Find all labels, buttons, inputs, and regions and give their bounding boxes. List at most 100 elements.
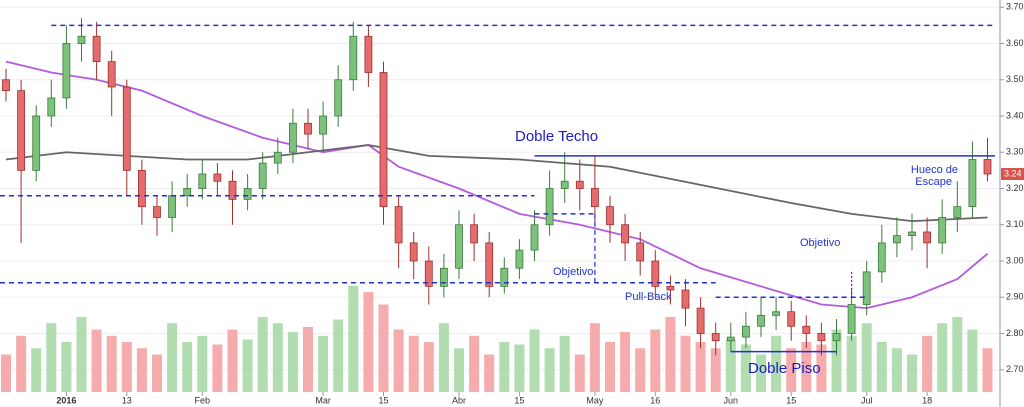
volume-bar <box>922 335 933 392</box>
candle-body <box>288 122 297 153</box>
candle-body <box>515 249 524 269</box>
annotation: Pull-Back <box>625 291 672 303</box>
annotation: Escape <box>915 176 952 188</box>
candle-body <box>938 217 947 244</box>
candle-body <box>349 35 358 81</box>
candle-body <box>439 267 448 287</box>
candle-body <box>32 115 41 171</box>
volume-bar <box>91 329 102 392</box>
candle-body <box>893 235 901 244</box>
y-tick-label: 2.80 <box>1006 328 1024 338</box>
candle-body <box>394 206 403 244</box>
candle-body <box>62 43 71 99</box>
volume-bar <box>876 342 887 392</box>
volume-bar <box>303 327 313 392</box>
volume-bar <box>831 329 842 392</box>
volume-bar <box>257 317 268 392</box>
candle-body <box>455 224 463 269</box>
volume-bar <box>740 344 751 392</box>
candle-body <box>379 72 388 208</box>
volume-bar <box>982 348 993 392</box>
candle-body <box>500 267 509 287</box>
volume-bar <box>363 292 374 392</box>
volume-bar <box>725 339 736 392</box>
volume-bar <box>152 354 162 392</box>
volume-bar <box>484 354 495 392</box>
volume-bar <box>76 317 87 392</box>
candle-body <box>2 79 10 92</box>
volume-bar <box>529 329 540 392</box>
volume-bar <box>197 335 208 392</box>
candle-body <box>198 173 207 189</box>
volume-bar <box>771 335 782 392</box>
candle-body <box>243 188 252 200</box>
candle-body <box>711 333 720 342</box>
candle-body <box>77 35 86 44</box>
x-tick-label: Abr <box>452 395 466 405</box>
y-tick-label: 2.70 <box>1006 364 1024 374</box>
volume-bar <box>393 329 404 392</box>
volume-bar <box>167 323 178 392</box>
candle-body <box>470 224 479 244</box>
x-tick-label: Jul <box>861 395 873 405</box>
candle-body <box>621 224 629 244</box>
volume-bar <box>61 342 72 392</box>
volume-bar <box>121 342 132 392</box>
volume-bar <box>287 332 298 392</box>
candle-body <box>17 90 26 171</box>
x-tick-label: 15 <box>786 395 796 405</box>
volume-bar <box>136 348 147 392</box>
volume-bar <box>801 342 812 392</box>
last-price-tag <box>1001 168 1024 180</box>
candle-body <box>651 260 660 287</box>
candle-body <box>47 97 56 117</box>
candle-body <box>153 206 161 218</box>
candle-body <box>137 169 146 208</box>
volume-bar <box>16 335 27 392</box>
candle-body <box>923 231 931 244</box>
y-tick-label: 3.20 <box>1006 183 1024 193</box>
moving-average <box>5 60 989 310</box>
x-tick-label: 16 <box>650 395 660 405</box>
volume-bar <box>952 317 963 392</box>
volume-bar <box>786 348 797 392</box>
volume-bar <box>333 319 344 392</box>
y-tick-label: 3.00 <box>1006 255 1024 265</box>
candle-body <box>107 61 116 88</box>
volume-bar <box>891 348 902 392</box>
x-tick-label: 15 <box>514 395 524 405</box>
candle-body <box>560 180 569 189</box>
candle-body <box>424 260 433 287</box>
candle-body <box>213 173 222 182</box>
volume-bar <box>620 332 631 392</box>
candle-body <box>983 159 992 175</box>
candle-body <box>591 188 599 208</box>
volume-bar <box>559 335 570 392</box>
candle-body <box>757 314 765 327</box>
volume-bar <box>182 342 193 392</box>
volume-bar <box>438 323 449 392</box>
candle-body <box>122 86 131 171</box>
candle-body <box>742 325 750 338</box>
volume-bar <box>937 323 948 392</box>
annotation: Doble Piso <box>748 360 821 377</box>
candle-body <box>364 35 373 73</box>
volume-bar <box>227 329 238 392</box>
y-tick-label: 3.30 <box>1006 147 1024 157</box>
candle-body <box>319 115 328 135</box>
candle-body <box>530 224 539 251</box>
x-tick-label: 2016 <box>56 395 76 405</box>
x-tick-label: Jun <box>724 395 739 405</box>
volume-bar <box>318 335 329 392</box>
candle-body <box>273 151 282 164</box>
volume-bar <box>650 329 661 392</box>
volume-bar <box>348 285 359 392</box>
candle-body <box>183 188 192 197</box>
volume-bar <box>469 335 480 392</box>
volume-bar <box>665 317 676 392</box>
candle-body <box>862 271 871 305</box>
volume-bar <box>1 354 11 392</box>
x-tick-label: May <box>586 395 604 405</box>
volume-bar <box>861 323 872 392</box>
